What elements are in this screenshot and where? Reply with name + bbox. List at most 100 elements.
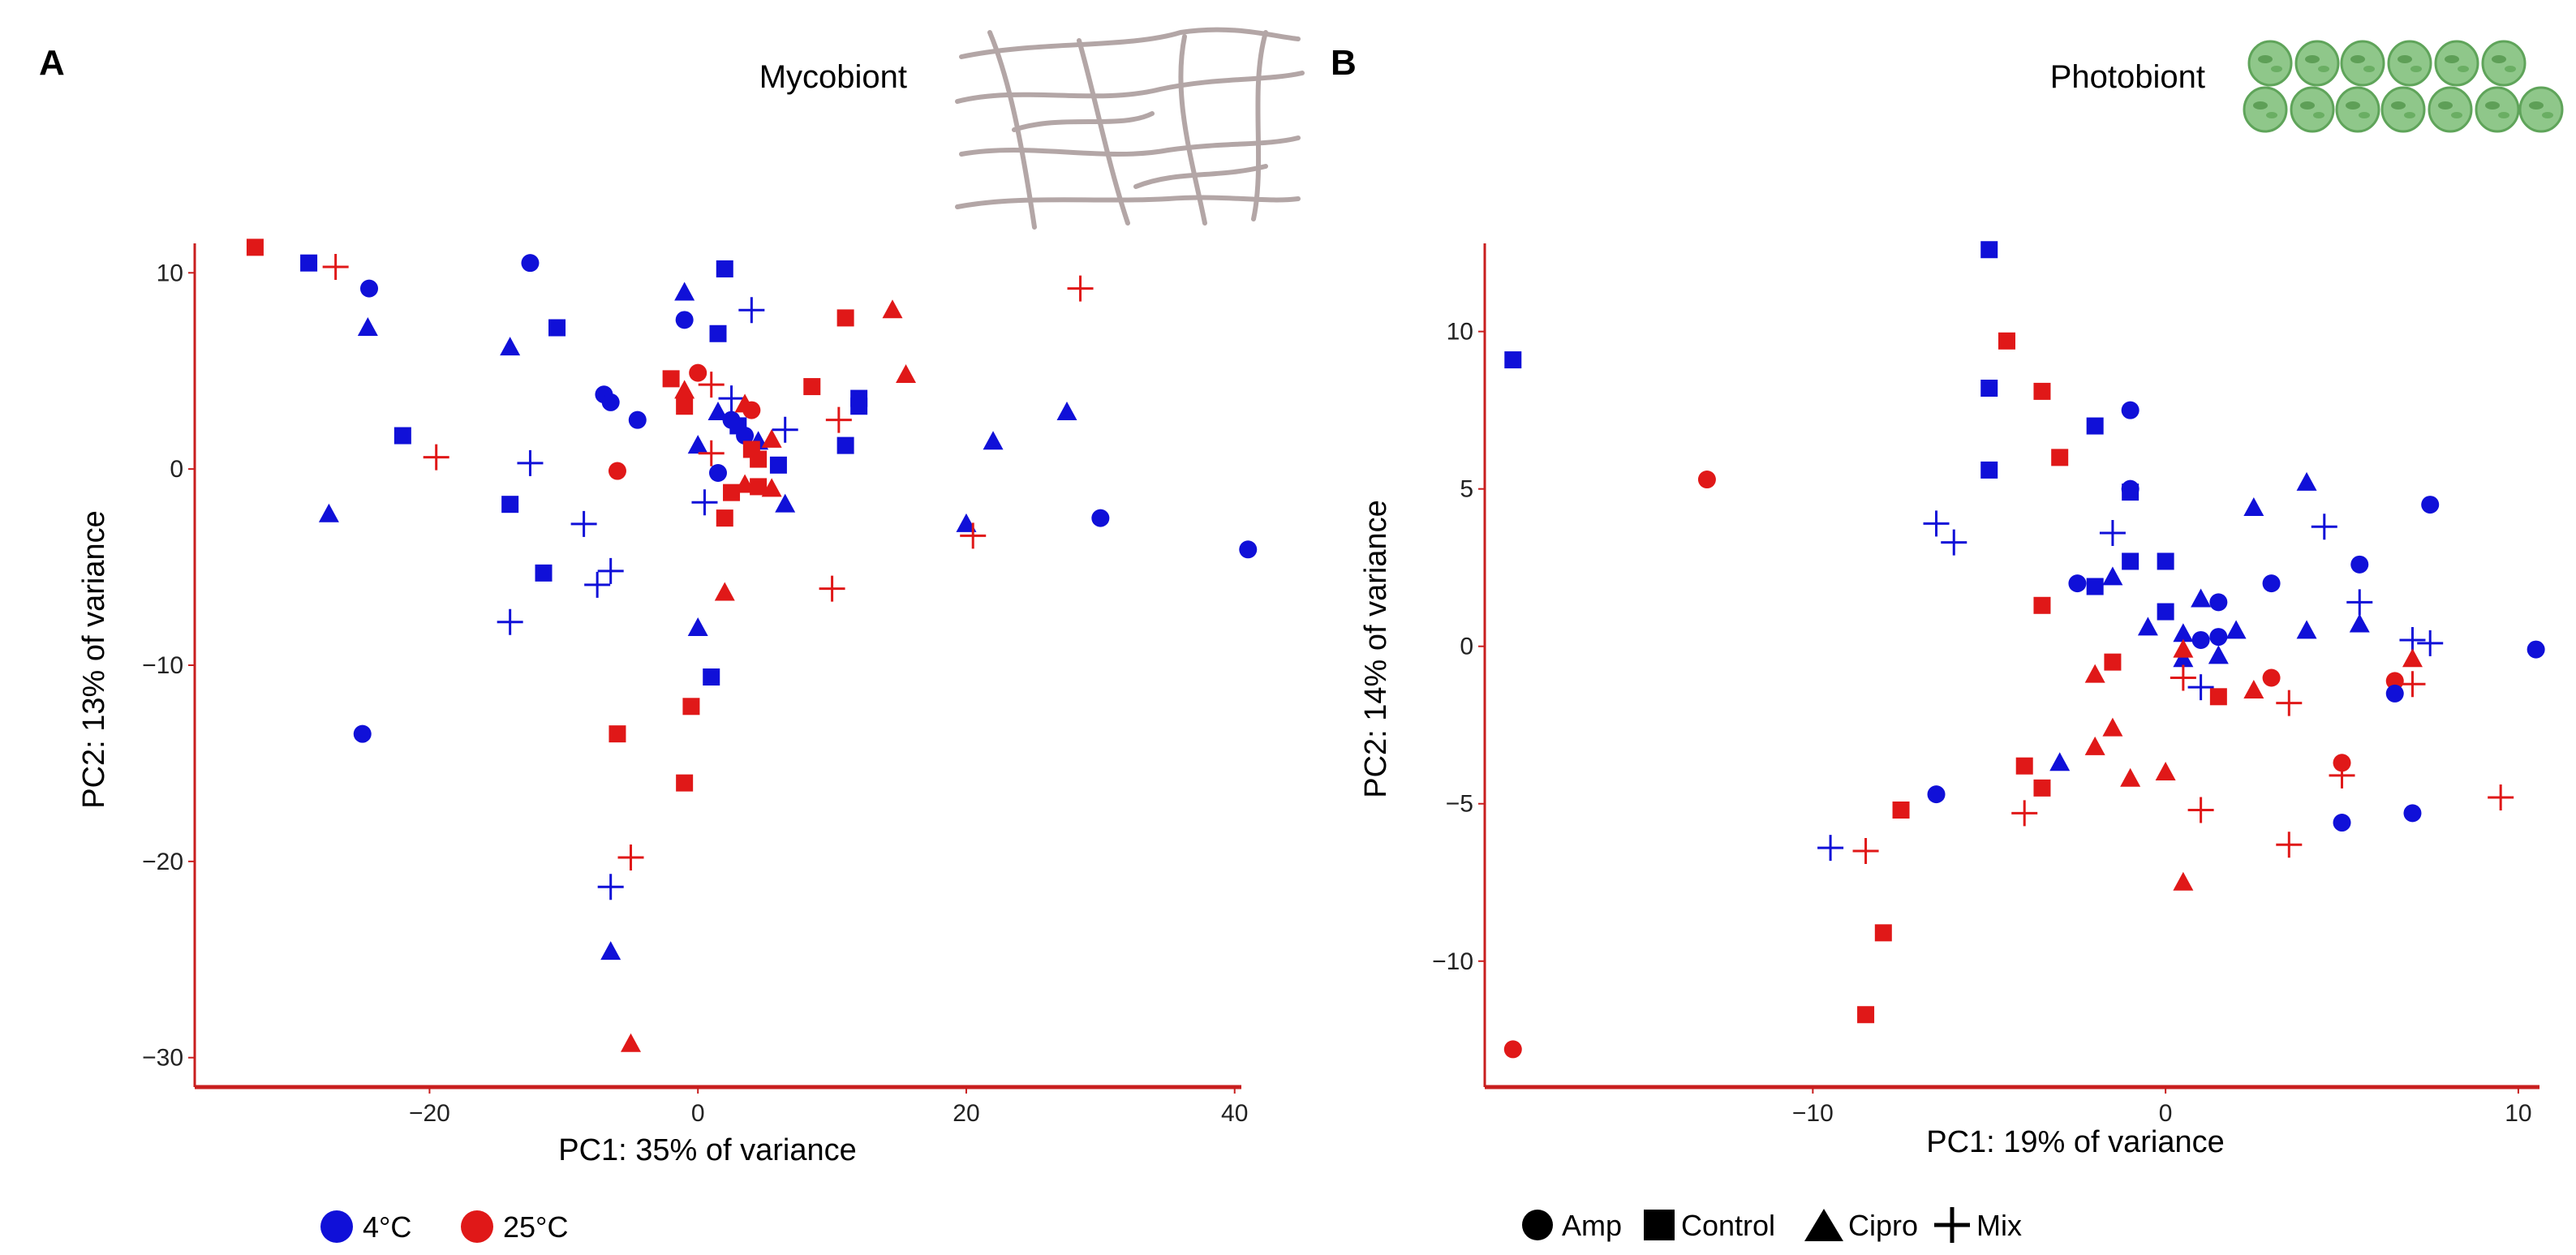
data-point-a [517,449,544,476]
data-point-a [1056,402,1077,420]
algal-cell-spot [2266,112,2277,118]
x-tick-label-b: 10 [2505,1100,2531,1127]
algal-cell-spot [2300,101,2315,110]
algal-cell-spot [2410,66,2422,72]
data-point-a [896,364,917,384]
data-point-a [674,380,695,399]
data-point-a [357,317,378,336]
data-point-b [1980,241,1998,259]
treatment-legend: Amp Control Cipro Mix [1522,1207,2022,1243]
algal-cell [2290,86,2335,133]
data-point-a [769,456,787,474]
data-point-a [709,463,727,482]
data-point-b [1504,351,1522,369]
data-point-b [2262,668,2281,687]
algal-cell [2428,86,2473,133]
data-point-a [535,564,553,582]
y-tick-label-b: −10 [1432,948,1473,975]
algal-cell-spot [2346,101,2360,110]
data-point-a [983,431,1004,450]
y-tick-label-a: −20 [142,849,183,875]
legend-label-amp: Amp [1562,1209,1622,1242]
data-point-b [2104,653,2122,671]
algal-cell [2380,86,2426,133]
data-point-a [322,254,349,281]
data-point-a [775,493,796,513]
data-point-a [500,337,521,356]
data-point-a [318,503,339,522]
data-point-b [2099,520,2126,547]
data-point-b [1852,837,1879,864]
scatter-plot-b: −10 0 10 10 5 0 −5 −10 [1432,241,2545,1127]
data-point-a [714,582,735,601]
data-point-b [2421,496,2440,514]
data-point-a [736,427,755,445]
data-point-a [393,427,411,445]
data-point-a [709,324,727,342]
data-point-a [597,874,624,900]
data-point-a [687,617,708,637]
legend-marker-amp [1522,1210,1553,1240]
data-point-a [772,416,798,443]
y-axis-title-b: PC2: 14% of variance [1359,500,1393,798]
panel-label-b: B [1331,43,1357,83]
y-tick-label-b: 5 [1460,476,1473,503]
data-point-b [2296,620,2317,639]
data-point-b [2170,664,2196,691]
data-point-a [750,450,768,468]
y-tick-label-a: 10 [157,260,183,286]
data-point-b [2086,578,2104,595]
data-point-a [674,282,695,301]
data-point-a [597,557,624,584]
data-point-a [703,668,720,686]
data-point-a [689,363,707,382]
data-point-b [2157,603,2174,621]
data-point-a [423,444,449,471]
scatter-plot-a: −20 0 20 40 10 0 −10 −20 −30 [142,239,1258,1127]
data-point-a [718,385,745,412]
algal-cell-spot [2391,101,2406,110]
data-point-b [2527,640,2545,659]
algal-cell-spot [2253,101,2268,110]
data-point-b [2349,613,2370,633]
legend-label-25c: 25°C [503,1210,568,1244]
algal-cell [2294,40,2340,87]
data-point-a [628,410,647,429]
y-tick-label-b: −5 [1446,791,1473,818]
data-point-a [687,435,708,454]
data-point-a [723,484,741,501]
data-point-a [836,309,854,327]
data-point-b [2033,779,2051,797]
mycobiont-title: Mycobiont [759,59,907,95]
data-point-a [662,370,680,388]
data-point-b [2488,784,2514,810]
x-tick-label-a: 40 [1221,1100,1248,1127]
data-point-b [2276,690,2303,716]
data-point-b [2191,588,2212,608]
x-axis-title-b: PC1: 19% of variance [1926,1125,2225,1159]
algal-cell-spot [2458,66,2469,72]
data-point-b [2187,797,2214,823]
legend-marker-cipro [1804,1209,1843,1241]
data-point-b [2346,589,2373,616]
algal-cell-spot [2318,66,2329,72]
algal-cell [2247,40,2293,87]
data-point-b [2296,471,2317,491]
data-point-b [2226,620,2247,639]
data-point-b [2157,552,2174,570]
data-point-a [621,1033,641,1052]
algal-cell-spot [2271,66,2282,72]
data-point-a [738,297,765,324]
data-point-b [1980,380,1998,398]
algal-cell-spot [2398,55,2412,63]
algal-cell [2243,86,2288,133]
algal-cell-spot [2359,112,2370,118]
data-point-b [2137,617,2158,636]
algal-cell-spot [2451,112,2462,118]
data-point-b [2243,496,2264,516]
data-point-a [825,406,852,433]
legend-marker-25c [461,1210,493,1243]
data-point-b [2173,871,2194,891]
algal-cell-spot [2438,101,2453,110]
data-point-b [1998,332,2015,350]
